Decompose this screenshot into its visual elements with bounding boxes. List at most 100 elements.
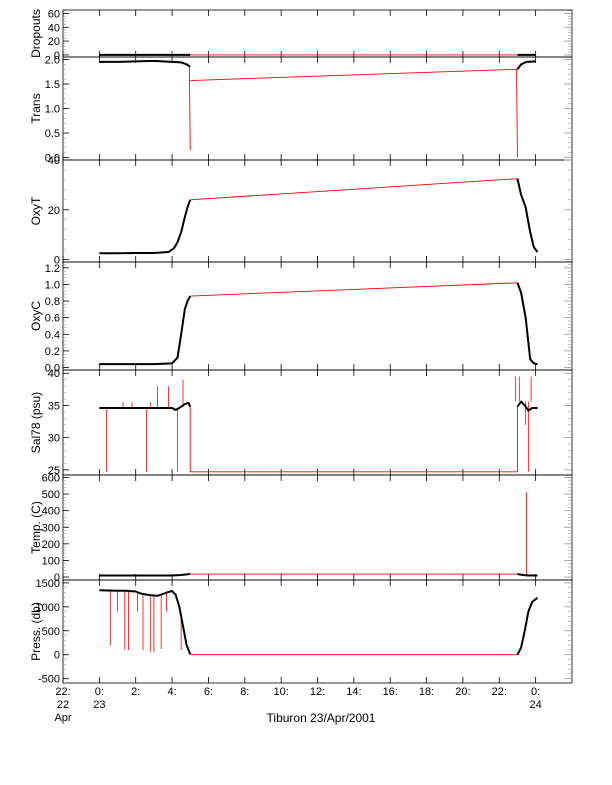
x-tick-label-line: 22 [57, 699, 69, 711]
y-tick-label: 1.0 [45, 279, 60, 291]
panel-plot [99, 59, 536, 158]
data-series-line [516, 60, 536, 70]
panel-frame [62, 159, 573, 263]
y-tick-label: 40 [48, 22, 60, 34]
x-tick-label-line: 16: [383, 686, 398, 698]
x-tick-label: 14: [346, 686, 361, 698]
y-tick-label: 1.2 [45, 263, 60, 275]
y-tick-label: -500 [38, 674, 60, 686]
panel-5: 25 30 35 40 Sal78 (psu) [29, 368, 573, 477]
y-tick-label: 20 [48, 36, 60, 48]
x-tick-label-line: 12: [310, 686, 325, 698]
y-tick-label: 1.0 [45, 104, 60, 116]
x-tick-label-line: 18: [419, 686, 434, 698]
data-series-line [99, 401, 192, 411]
x-tick-label-line: 22: [55, 686, 70, 698]
y-tick-label: 40 [48, 155, 60, 167]
panel-frame [62, 369, 573, 476]
y-tick-label: 0 [54, 650, 60, 662]
x-tick-label-line: 23 [93, 699, 105, 711]
y-tick-label: 0 [54, 255, 60, 267]
x-tick-label: 4: [167, 686, 176, 698]
x-tick-label: 12: [310, 686, 325, 698]
y-tick-label: 35 [48, 400, 60, 412]
chart-caption: Tiburon 23/Apr/2001 [267, 711, 376, 725]
x-tick-label-line: Apr [54, 712, 71, 724]
y-tick-label: 0 [54, 572, 60, 584]
data-series-line [516, 282, 538, 366]
data-series-line [99, 295, 192, 366]
data-series-line [99, 573, 191, 577]
panel-plot [99, 589, 539, 656]
data-series-line [516, 400, 538, 412]
interp-series-line [190, 178, 518, 201]
y-tick-label: 0 [54, 50, 60, 62]
panel-frame [62, 474, 573, 581]
x-tick-label-line: 10: [273, 686, 288, 698]
y-tick-label: 200 [42, 539, 60, 551]
panel-plot [99, 282, 538, 366]
y-tick-label: 0.0 [45, 153, 60, 165]
interp-series-line [190, 282, 518, 297]
x-tick-label: 22: 22 Apr [54, 686, 71, 724]
y-tick-label: 500 [42, 489, 60, 501]
y-tick-label: 1000 [36, 602, 60, 614]
y-tick-label: 0.8 [45, 296, 60, 308]
interp-series-line [189, 406, 518, 473]
interp-series-line [516, 69, 518, 158]
panel-4: 0.0 0.2 0.4 0.6 0.8 1.0 1.2 OxyC [29, 261, 573, 375]
y-tick-label: 500 [42, 626, 60, 638]
x-tick-label-line: 24 [530, 699, 542, 711]
data-series-line [99, 199, 192, 255]
y-axis-label: Temp. (C) [29, 501, 43, 554]
panel-plot [99, 492, 538, 577]
data-series-line [516, 596, 539, 656]
x-tick-label: 18: [419, 686, 434, 698]
y-axis-label: Sal78 (psu) [29, 392, 43, 453]
data-series-line [99, 589, 192, 655]
x-tick-label: 8: [240, 686, 249, 698]
y-tick-label: 0.0 [45, 363, 60, 375]
x-tick-label-line: 14: [346, 686, 361, 698]
y-axis-label: Press. (db) [29, 602, 43, 661]
panel-1: 0 20 40 60 Dropouts [29, 8, 573, 62]
x-tick-label-line: 0: [531, 686, 540, 698]
y-tick-label: 400 [42, 506, 60, 518]
y-axis-label: Trans [29, 93, 43, 123]
x-tick-label-line: 2: [131, 686, 140, 698]
y-axis-label: OxyT [29, 196, 43, 225]
panel-3: 0 20 40 OxyT [29, 155, 573, 267]
y-axis-label: OxyC [29, 301, 43, 331]
x-tick-label: 0: 23 [93, 686, 105, 711]
y-tick-label: 0.2 [45, 346, 60, 358]
panel-plot [99, 178, 539, 255]
y-tick-label: 0.6 [45, 313, 60, 325]
x-tick-label: 20: [455, 686, 470, 698]
x-tick-label: 10: [273, 686, 288, 698]
interp-series-line [188, 66, 191, 151]
panel-6: 0 100 200 300 400 500 600 Temp. (C) [29, 472, 573, 584]
x-tick-label-line: 20: [455, 686, 470, 698]
x-tick-label: 22: [492, 686, 507, 698]
panel-7: -500 0 500 1000 1500 Press. (db) [29, 578, 573, 686]
data-series-line [99, 59, 191, 68]
data-series-line [516, 178, 539, 253]
y-tick-label: 1.5 [45, 79, 60, 91]
y-tick-label: 30 [48, 433, 60, 445]
panel-frame [62, 579, 573, 684]
interp-series-line [190, 68, 518, 81]
panel-frame [62, 56, 573, 161]
panel-frame [62, 9, 573, 58]
x-tick-label-line: 4: [167, 686, 176, 698]
panel-frame [62, 261, 573, 371]
y-tick-label: 25 [48, 465, 60, 477]
y-tick-label: 60 [48, 8, 60, 20]
panel-2: 0.0 0.5 1.0 1.5 2.0 Trans [29, 54, 573, 165]
y-tick-label: 300 [42, 522, 60, 534]
x-tick-label-line: 0: [95, 686, 104, 698]
x-tick-label: 16: [383, 686, 398, 698]
x-tick-label: 6: [204, 686, 213, 698]
y-tick-label: 2.0 [45, 54, 60, 66]
y-axis-label: Dropouts [29, 9, 43, 58]
y-tick-label: 40 [48, 368, 60, 380]
